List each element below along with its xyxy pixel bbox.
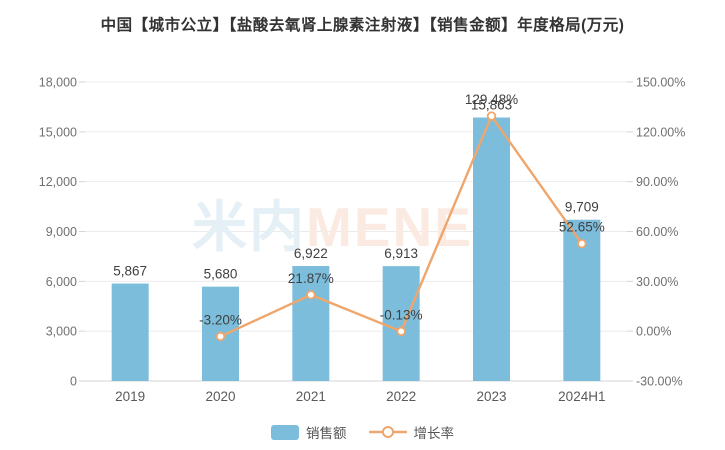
left-axis-tick-label: 3,000 — [46, 325, 77, 339]
growth-value-label: 129.48% — [465, 92, 518, 107]
growth-line-swatch-icon — [368, 425, 407, 439]
chart-title: 中国【城市公立】【盐酸去氧肾上腺素注射液】【销售金额】年度格局(万元) — [100, 17, 625, 34]
growth-value-label: -3.20% — [199, 312, 242, 327]
right-axis-tick-label: 120.00% — [636, 125, 685, 139]
x-axis-label-2024H1: 2024H1 — [558, 389, 605, 404]
left-axis-tick-label: 9,000 — [46, 225, 77, 239]
bar-value-label: 6,922 — [294, 246, 328, 261]
x-axis-label-2022: 2022 — [386, 389, 416, 404]
left-axis-tick-label: 0 — [70, 375, 77, 389]
legend-label-growth: 增长率 — [413, 426, 455, 441]
growth-line-point[interactable] — [577, 239, 587, 249]
bar-value-label: 15,863 — [471, 97, 512, 112]
growth-line-point[interactable] — [306, 290, 316, 300]
sales-bar-swatch-icon — [271, 424, 299, 440]
legend-item-growth[interactable]: 增长率 — [368, 422, 455, 442]
x-axis-label-2020: 2020 — [205, 389, 235, 404]
right-axis-tick-label: 90.00% — [636, 175, 678, 189]
x-axis-label-2019: 2019 — [115, 389, 145, 404]
right-axis-tick-label: 30.00% — [636, 275, 678, 289]
growth-line-point[interactable] — [396, 326, 406, 337]
growth-line-point[interactable] — [486, 111, 497, 121]
left-axis-tick-label: 18,000 — [39, 76, 77, 90]
left-axis-tick-label: 12,000 — [39, 175, 77, 189]
left-axis-tick-label: 15,000 — [39, 125, 77, 139]
watermark: 米内MENET — [192, 196, 509, 258]
x-axis-label-2021: 2021 — [296, 389, 326, 404]
right-axis-tick-label: 0.00% — [636, 325, 671, 339]
bar-2021[interactable] — [292, 266, 330, 381]
legend: 销售额 增长率 — [0, 422, 725, 442]
bar-value-label: 9,709 — [565, 200, 599, 215]
left-axis-tick-label: 6,000 — [46, 275, 77, 289]
right-axis-tick-label: 60.00% — [636, 225, 678, 239]
bar-value-label: 5,680 — [204, 267, 238, 282]
x-axis-label-2023: 2023 — [476, 389, 506, 404]
watermark-cn: 米内 — [192, 196, 306, 258]
bar-value-label: 6,913 — [384, 246, 418, 261]
bar-2022[interactable] — [382, 266, 420, 381]
growth-line-point[interactable] — [215, 331, 226, 342]
growth-value-label: -0.13% — [380, 307, 423, 322]
right-axis-tick-label: 150.00% — [636, 76, 685, 90]
bar-2019[interactable] — [111, 283, 149, 381]
growth-value-label: 52.65% — [559, 220, 605, 235]
legend-item-sales[interactable]: 销售额 — [271, 422, 347, 442]
growth-value-label: 21.87% — [288, 271, 334, 286]
legend-label-sales: 销售额 — [306, 426, 347, 441]
right-axis-tick-label: -30.00% — [636, 375, 683, 389]
bar-value-label: 5,867 — [113, 264, 147, 279]
bar-2023[interactable] — [473, 117, 510, 381]
